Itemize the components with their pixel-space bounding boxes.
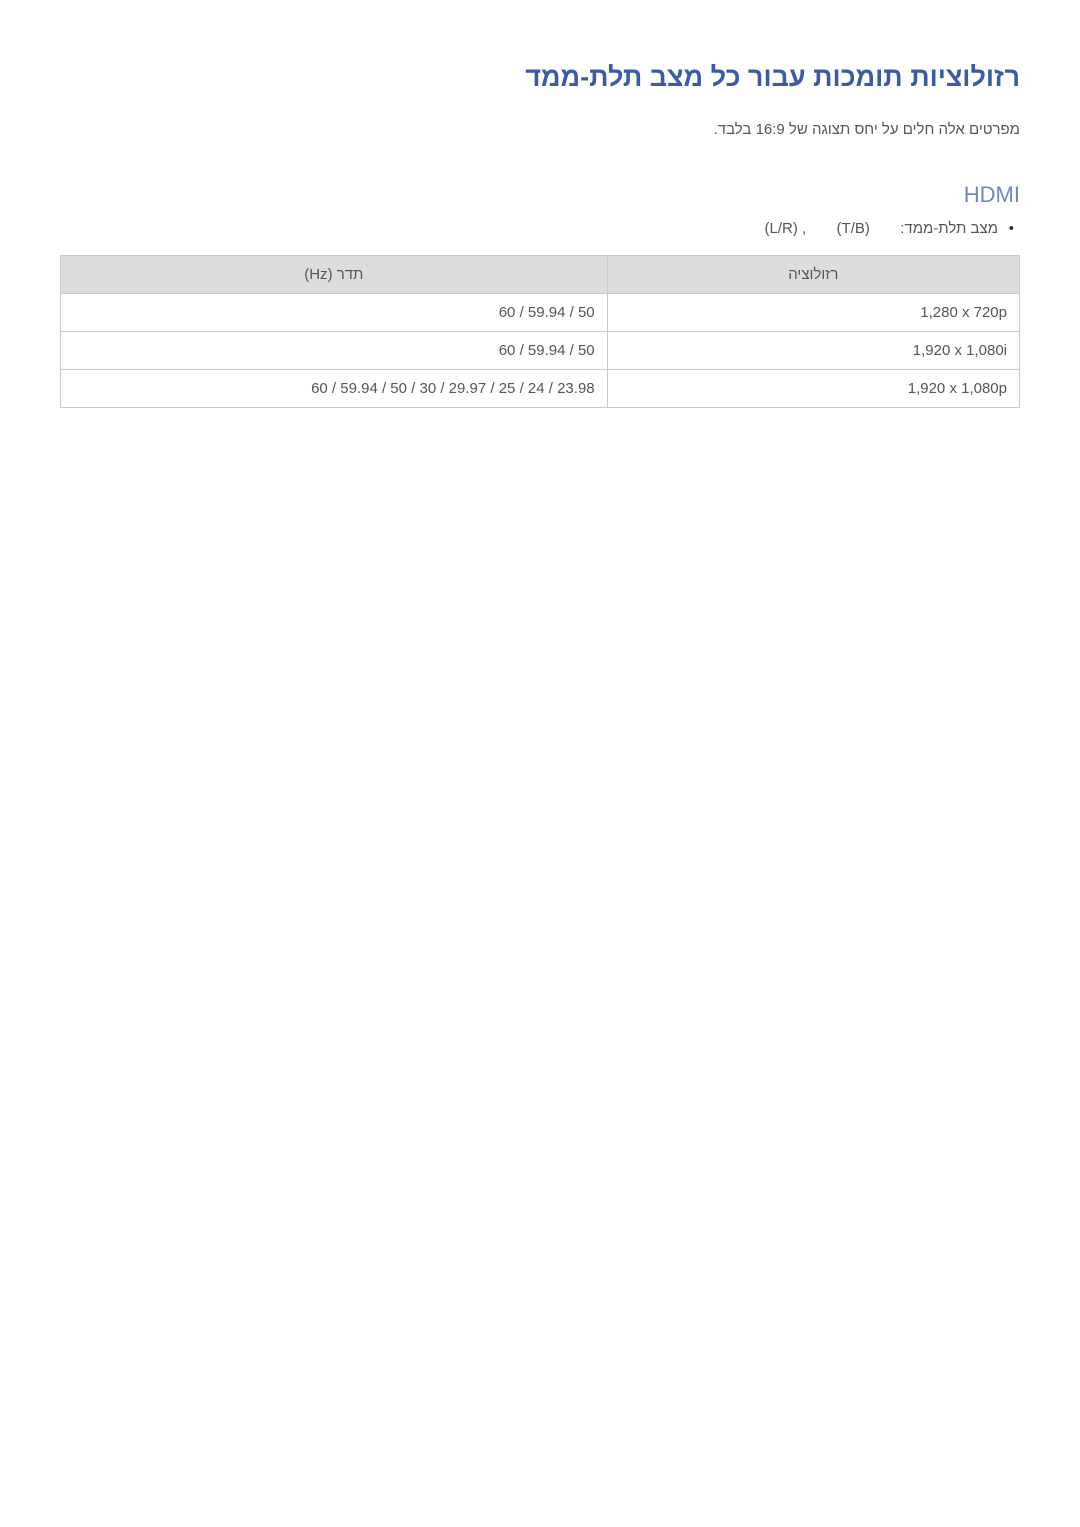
- cell-resolution: 1,280 x 720p: [607, 294, 1019, 332]
- intro-text: מפרטים אלה חלים על יחס תצוגה של 16:9 בלב…: [60, 121, 1020, 138]
- section-heading-hdmi: HDMI: [60, 182, 1020, 208]
- resolution-table: רזולוציה תדר (Hz) 1,280 x 720p 60 / 59.9…: [60, 255, 1020, 408]
- col-header-resolution: רזולוציה: [607, 256, 1019, 294]
- table-header-row: רזולוציה תדר (Hz): [61, 256, 1020, 294]
- mode-comma: ,: [802, 220, 806, 237]
- cell-frequency: 60 / 59.94 / 50: [61, 332, 608, 370]
- page-title: רזולוציות תומכות עבור כל מצב תלת-ממד: [60, 62, 1020, 93]
- page-content: רזולוציות תומכות עבור כל מצב תלת-ממד מפר…: [0, 0, 1080, 408]
- cell-resolution: 1,920 x 1,080p: [607, 370, 1019, 408]
- mode-label: מצב תלת-ממד:: [900, 220, 998, 237]
- mode-note-line: מצב תלת-ממד: (T/B) , (L/R): [60, 220, 1020, 237]
- col-header-frequency: תדר (Hz): [61, 256, 608, 294]
- table-row: 1,920 x 1,080i 60 / 59.94 / 50: [61, 332, 1020, 370]
- mode-tb: (T/B): [837, 220, 870, 237]
- cell-resolution: 1,920 x 1,080i: [607, 332, 1019, 370]
- table-row: 1,920 x 1,080p 60 / 59.94 / 50 / 30 / 29…: [61, 370, 1020, 408]
- cell-frequency: 60 / 59.94 / 50 / 30 / 29.97 / 25 / 24 /…: [61, 370, 608, 408]
- table-row: 1,280 x 720p 60 / 59.94 / 50: [61, 294, 1020, 332]
- mode-notes: מצב תלת-ממד: (T/B) , (L/R): [60, 220, 1020, 237]
- cell-frequency: 60 / 59.94 / 50: [61, 294, 608, 332]
- mode-lr: (L/R): [765, 220, 798, 237]
